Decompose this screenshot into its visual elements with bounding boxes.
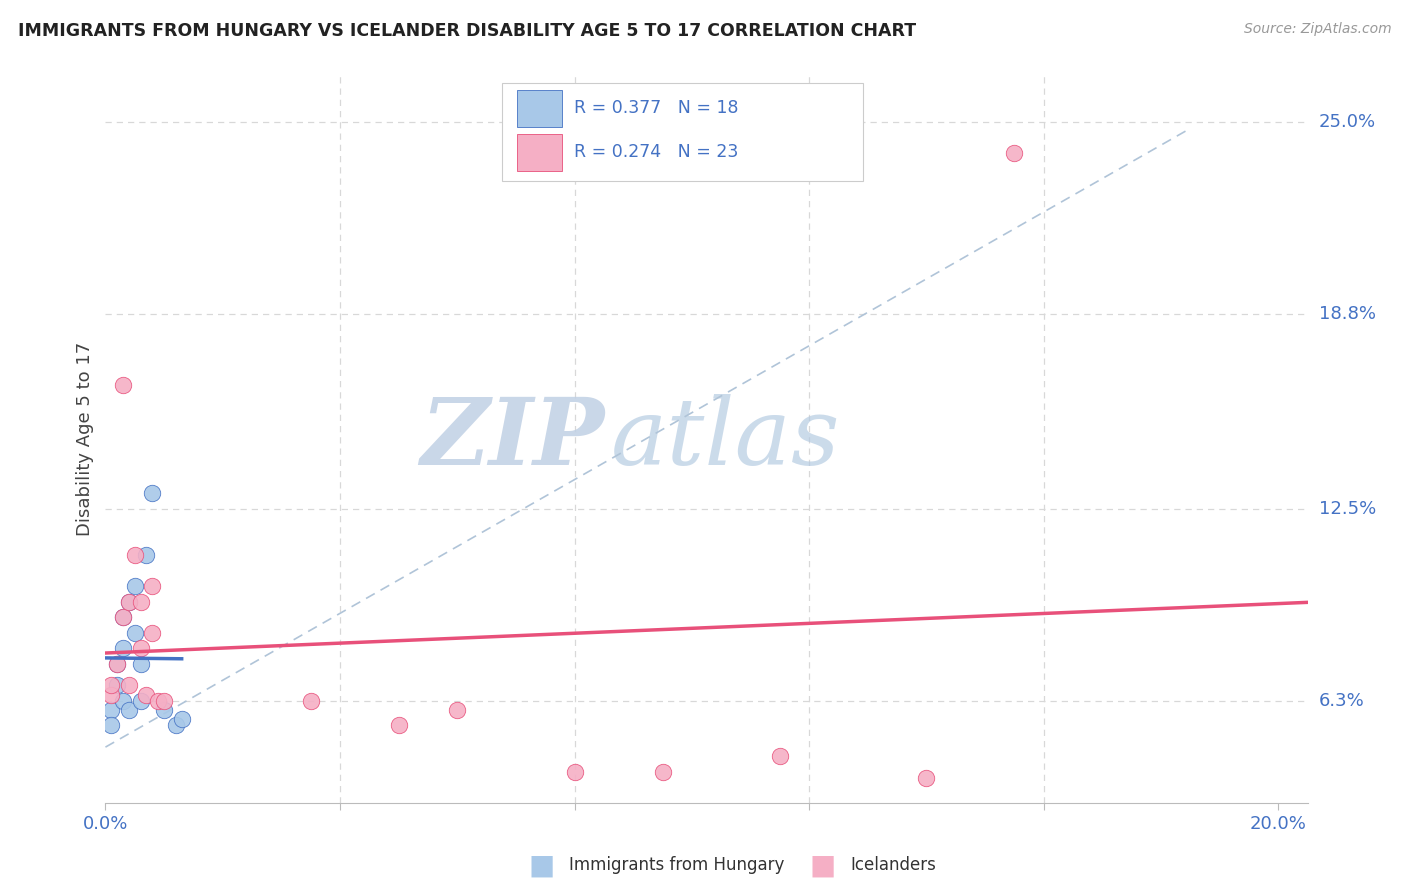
- Point: [141, 579, 163, 593]
- Text: R = 0.377   N = 18: R = 0.377 N = 18: [574, 99, 738, 117]
- Point: [651, 764, 673, 779]
- Text: 12.5%: 12.5%: [1319, 500, 1376, 518]
- Y-axis label: Disability Age 5 to 17: Disability Age 5 to 17: [76, 343, 94, 536]
- Point: [124, 579, 146, 593]
- Text: 6.3%: 6.3%: [1319, 691, 1364, 710]
- Point: [135, 549, 157, 563]
- Text: IMMIGRANTS FROM HUNGARY VS ICELANDER DISABILITY AGE 5 TO 17 CORRELATION CHART: IMMIGRANTS FROM HUNGARY VS ICELANDER DIS…: [18, 22, 917, 40]
- Text: 25.0%: 25.0%: [1319, 113, 1376, 131]
- Text: atlas: atlas: [610, 394, 839, 484]
- Point: [100, 688, 122, 702]
- Text: 18.8%: 18.8%: [1319, 305, 1375, 323]
- Point: [100, 678, 122, 692]
- Point: [141, 625, 163, 640]
- Point: [153, 703, 176, 717]
- Point: [129, 657, 152, 671]
- Point: [112, 694, 135, 708]
- Point: [118, 595, 141, 609]
- Text: R = 0.274   N = 23: R = 0.274 N = 23: [574, 144, 738, 161]
- Point: [299, 694, 322, 708]
- Point: [112, 610, 135, 624]
- FancyBboxPatch shape: [516, 134, 562, 171]
- Point: [105, 657, 128, 671]
- Point: [124, 549, 146, 563]
- Point: [1002, 146, 1025, 161]
- Point: [124, 625, 146, 640]
- Point: [148, 694, 170, 708]
- Text: Icelanders: Icelanders: [851, 856, 936, 874]
- Point: [141, 486, 163, 500]
- Point: [769, 749, 792, 764]
- Point: [118, 703, 141, 717]
- Point: [446, 703, 468, 717]
- Point: [170, 712, 193, 726]
- Point: [564, 764, 586, 779]
- Text: ■: ■: [529, 851, 554, 880]
- Point: [135, 688, 157, 702]
- Point: [388, 718, 411, 732]
- Point: [153, 694, 176, 708]
- Point: [100, 703, 122, 717]
- Text: ZIP: ZIP: [420, 394, 605, 484]
- Point: [118, 678, 141, 692]
- Point: [129, 694, 152, 708]
- Text: Immigrants from Hungary: Immigrants from Hungary: [569, 856, 785, 874]
- FancyBboxPatch shape: [516, 90, 562, 128]
- FancyBboxPatch shape: [502, 83, 863, 181]
- Text: ■: ■: [810, 851, 835, 880]
- Text: Source: ZipAtlas.com: Source: ZipAtlas.com: [1244, 22, 1392, 37]
- Point: [112, 641, 135, 656]
- Point: [915, 771, 938, 785]
- Point: [112, 610, 135, 624]
- Point: [100, 718, 122, 732]
- Point: [129, 595, 152, 609]
- Point: [129, 641, 152, 656]
- Point: [165, 718, 187, 732]
- Point: [112, 378, 135, 392]
- Point: [105, 657, 128, 671]
- Point: [105, 678, 128, 692]
- Point: [118, 595, 141, 609]
